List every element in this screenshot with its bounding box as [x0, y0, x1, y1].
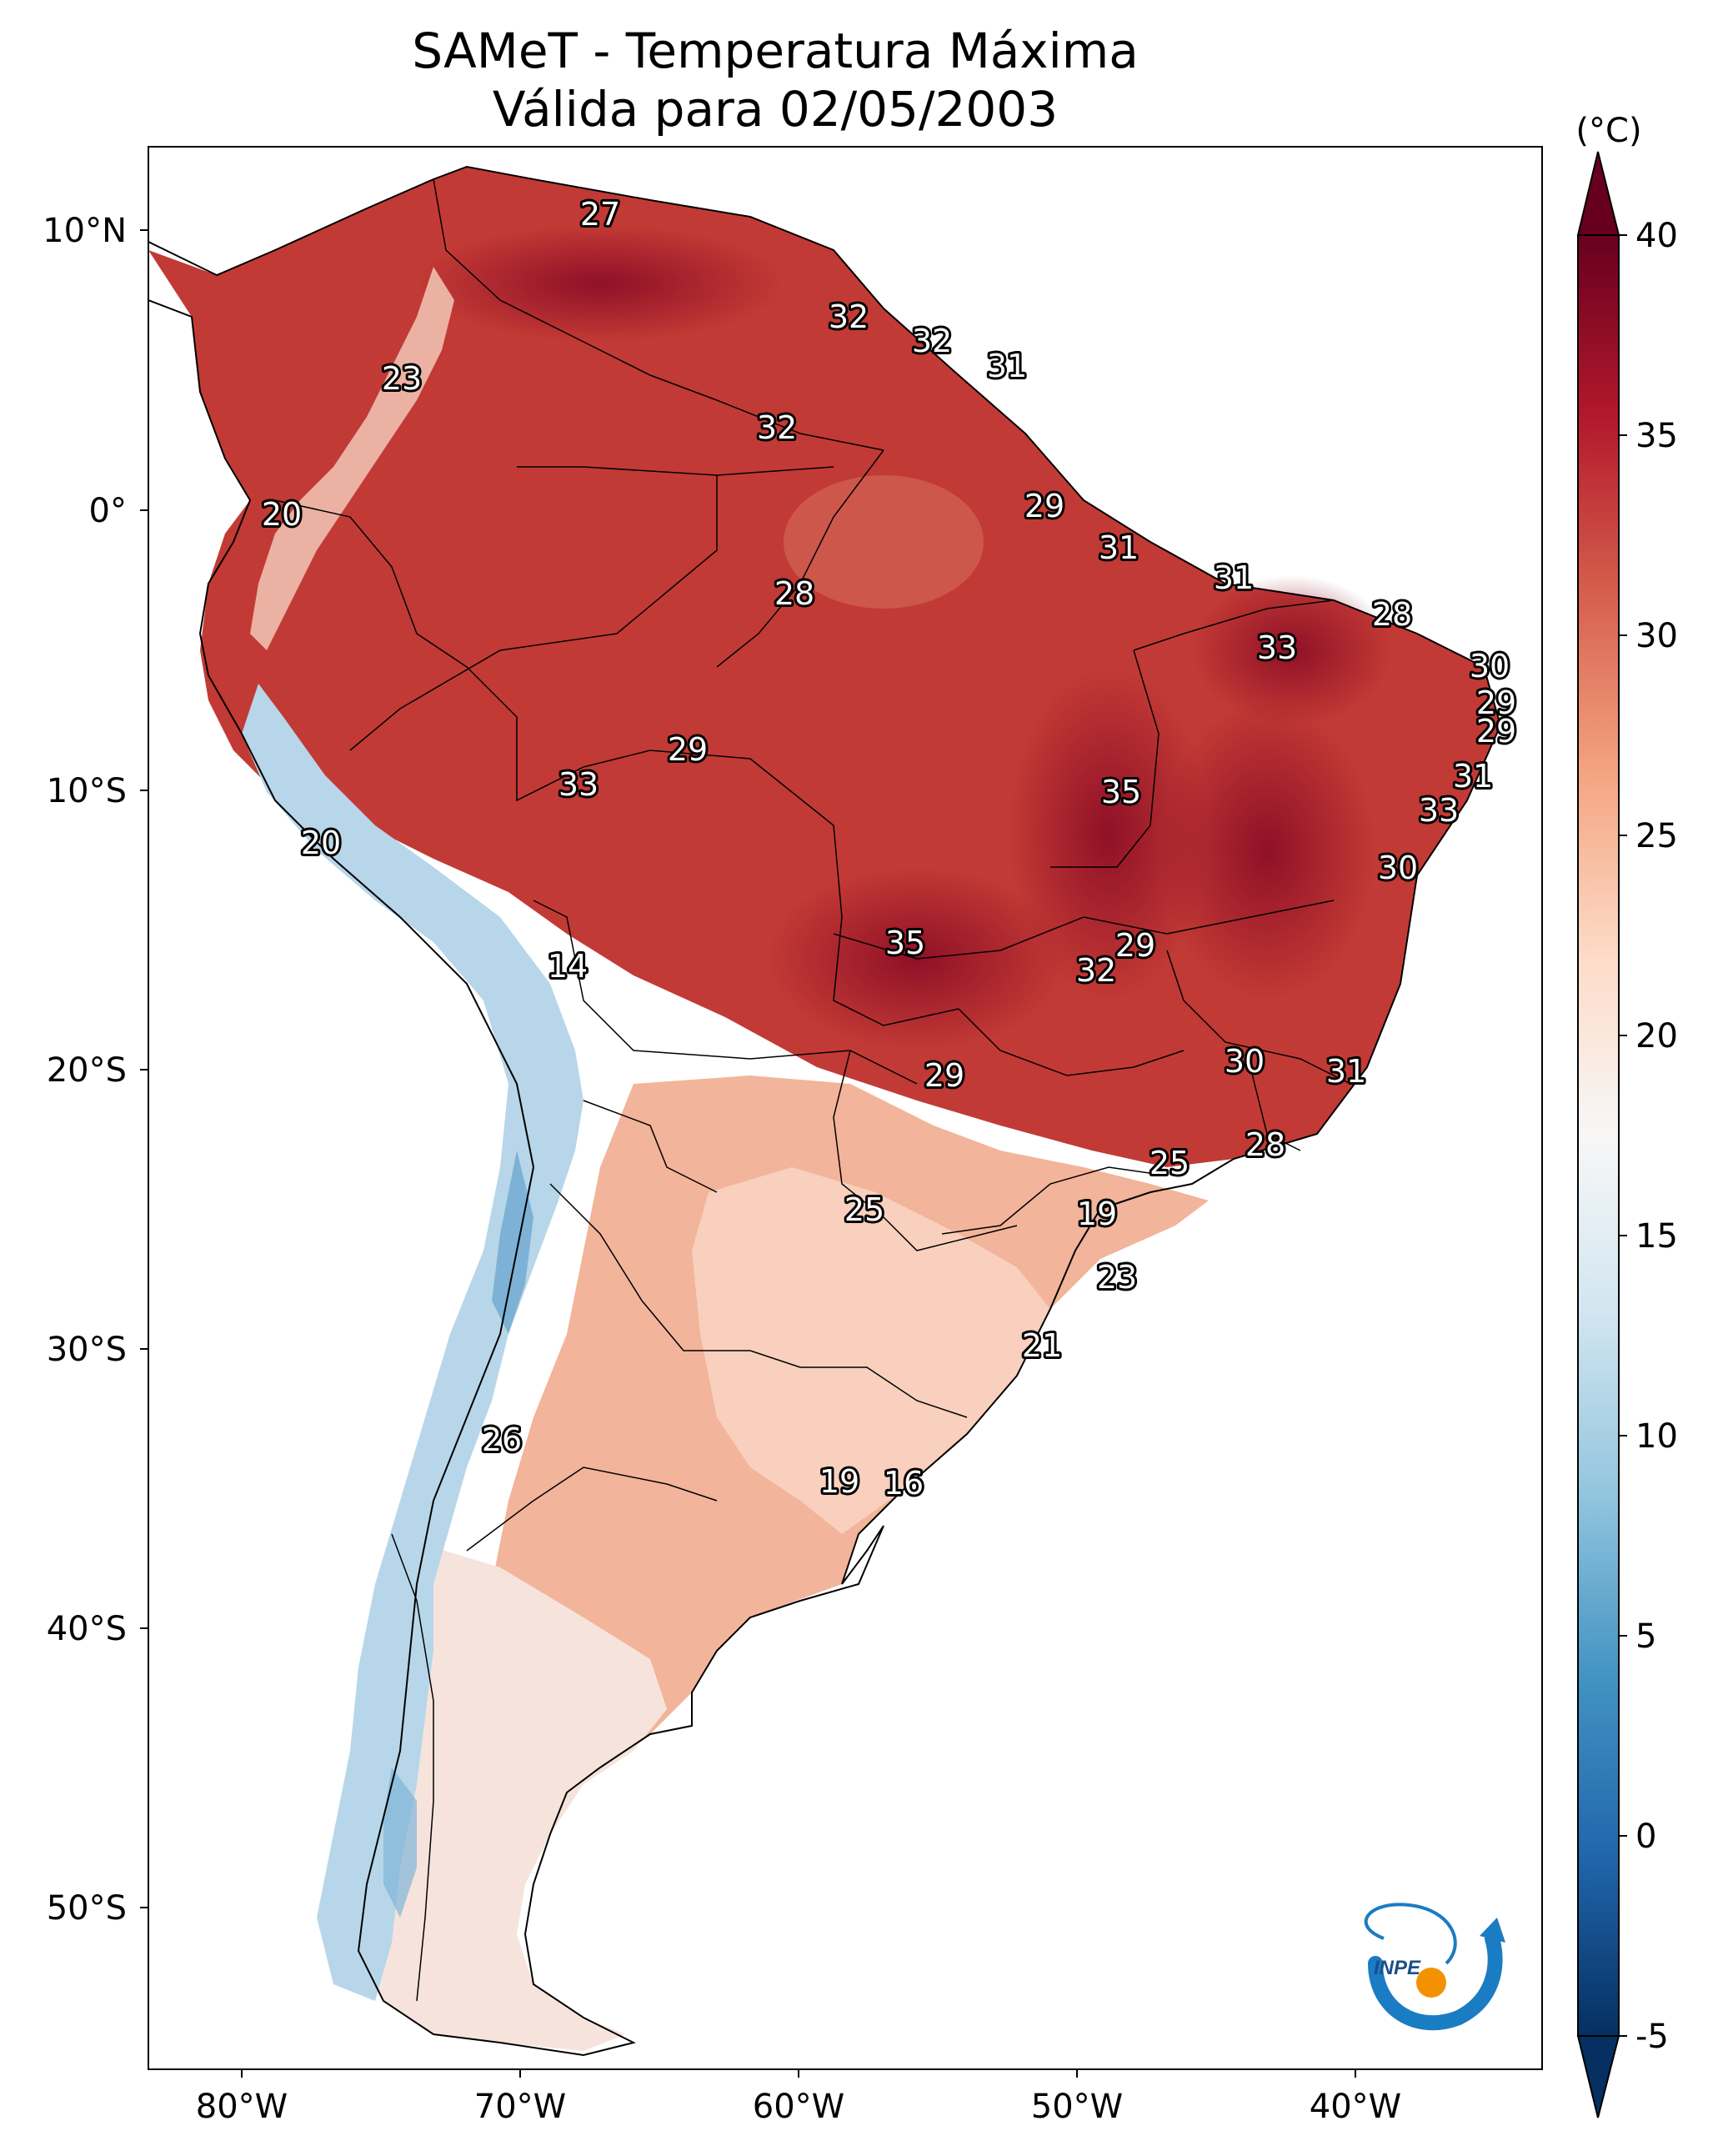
lon-label-60w: 60°W — [753, 2088, 844, 2126]
city-label: 29 — [1476, 684, 1516, 721]
region-colombian-andes — [250, 267, 454, 650]
colorbar-tick-label: 30 — [1635, 617, 1678, 655]
city-label: 28 — [1245, 1126, 1285, 1163]
colorbar-tick-label: 10 — [1635, 1417, 1678, 1456]
city-label: 29 — [924, 1057, 964, 1094]
city-label: 23 — [382, 360, 422, 397]
map-title: SAMeT - Temperatura Máxima Válida para 0… — [0, 22, 1550, 138]
cooler-amapa — [784, 475, 984, 609]
lat-label-50s: 50°S — [47, 1889, 127, 1928]
city-label: 32 — [757, 409, 797, 446]
hotspot-bahia — [1159, 700, 1375, 1000]
colorbar-gradient — [1577, 234, 1620, 2037]
colorbar-tick-label: -5 — [1635, 2018, 1669, 2056]
city-label: 25 — [844, 1191, 884, 1228]
city-label: 28 — [1372, 596, 1412, 633]
city-label: 33 — [1257, 629, 1297, 666]
colorbar-tick-label: 15 — [1635, 1217, 1678, 1256]
title-line-2: Válida para 02/05/2003 — [492, 81, 1059, 138]
city-label: 31 — [1099, 529, 1139, 566]
colorbar-bottom-arrow — [1576, 2035, 1620, 2118]
lat-label-0: 0° — [89, 492, 127, 530]
hotspot-venezuela — [417, 225, 784, 342]
city-label: 35 — [1101, 774, 1141, 810]
city-label: 31 — [987, 348, 1027, 384]
city-label: 21 — [1022, 1327, 1062, 1364]
city-label: 16 — [884, 1465, 924, 1502]
city-label: 32 — [912, 323, 952, 359]
city-label: 32 — [829, 298, 869, 335]
lon-label-50w: 50°W — [1031, 2088, 1123, 2126]
country-borders — [274, 178, 1351, 2002]
city-label: 14 — [548, 948, 588, 985]
lat-label-30s: 30°S — [47, 1331, 127, 1369]
city-label: 30 — [1378, 850, 1418, 886]
city-label: 33 — [558, 766, 599, 803]
latitude-axis: 10°N 0° 10°S 20°S 30°S 40°S 50°S — [43, 212, 148, 1928]
city-label: 29 — [1024, 488, 1064, 524]
lon-label-70w: 70°W — [474, 2088, 566, 2126]
city-label: 27 — [580, 196, 620, 233]
region-andes-coldest — [492, 1151, 533, 1334]
hotspot-piaui — [1192, 575, 1392, 725]
city-label: 28 — [774, 575, 814, 612]
city-label: 31 — [1214, 559, 1254, 596]
lat-label-10s: 10°S — [47, 772, 127, 810]
city-label: 29 — [668, 731, 708, 768]
city-label: 29 — [1115, 927, 1155, 964]
city-label: 20 — [262, 496, 302, 533]
hotspot-tocantins — [1009, 667, 1209, 1000]
city-label: 19 — [819, 1463, 859, 1500]
inpe-logo-text: INPE — [1374, 1957, 1421, 1979]
longitude-axis: 80°W 70°W 60°W 50°W 40°W — [196, 2069, 1401, 2126]
region-andes-cold — [242, 684, 584, 2001]
lon-label-80w: 80°W — [196, 2088, 288, 2126]
city-label: 23 — [1097, 1259, 1137, 1296]
city-label: 25 — [1150, 1145, 1190, 1181]
colorbar-top-arrow — [1576, 151, 1620, 236]
colorbar-tick-label: 35 — [1635, 417, 1678, 455]
colorbar-tick-label: 5 — [1635, 1617, 1656, 1656]
city-label: 30 — [1470, 648, 1510, 684]
city-label: 32 — [1076, 952, 1116, 989]
city-label: 19 — [1077, 1196, 1117, 1232]
coastline — [148, 165, 1502, 2057]
colorbar-tick-label: 20 — [1635, 1017, 1678, 1055]
colorbar: (°C) 40 35 30 25 20 15 10 5 0 -5 — [1575, 112, 1678, 2118]
region-pampas — [692, 1167, 1050, 1534]
title-line-1: SAMeT - Temperatura Máxima — [412, 23, 1139, 79]
city-temperature-labels: 27 32 32 31 23 32 20 29 31 31 28 28 33 3… — [259, 193, 1519, 1504]
city-label: 35 — [885, 925, 925, 961]
city-label: 33 — [1419, 792, 1459, 829]
city-label: 30 — [1225, 1043, 1265, 1080]
colorbar-tick-label: 40 — [1635, 217, 1678, 255]
region-patagonia — [358, 1542, 667, 2051]
city-label: 31 — [1326, 1053, 1366, 1090]
lat-label-40s: 40°S — [47, 1610, 127, 1648]
city-label: 26 — [482, 1421, 522, 1458]
colorbar-tick-label: 0 — [1635, 1818, 1656, 1856]
city-label: 20 — [301, 825, 341, 861]
inpe-logo-icon: INPE — [1364, 1903, 1505, 2031]
lon-label-40w: 40°W — [1310, 2088, 1401, 2126]
map-frame — [148, 146, 1543, 2070]
city-label: 29 — [1476, 713, 1516, 750]
colorbar-tick-label: 25 — [1635, 817, 1678, 855]
city-label: 31 — [1453, 758, 1493, 795]
colorbar-unit: (°C) — [1575, 112, 1641, 150]
lat-label-10n: 10°N — [43, 212, 127, 250]
lat-label-20s: 20°S — [47, 1051, 127, 1090]
region-patagonia-ice — [383, 1767, 417, 1918]
